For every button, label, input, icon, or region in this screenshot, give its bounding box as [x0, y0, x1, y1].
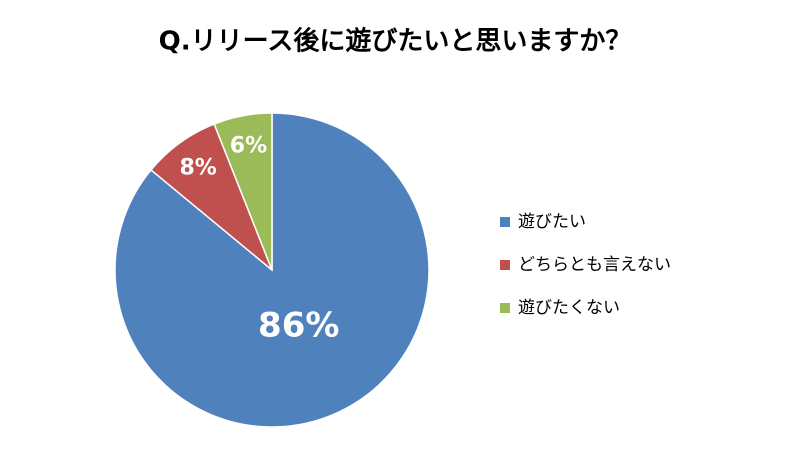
legend-swatch	[500, 303, 510, 313]
pie-slice	[213, 112, 273, 271]
legend-swatch	[500, 260, 510, 270]
data-label: 8%	[179, 155, 216, 180]
chart-title: Q.リリース後に遊びたいと思いますか？	[159, 26, 632, 57]
legend-label: どちらとも言えない	[518, 255, 671, 275]
data-label: 6%	[230, 134, 267, 159]
data-label: 86%	[258, 305, 339, 345]
legend-swatch	[500, 217, 510, 227]
legend-label: 遊びたくない	[518, 298, 620, 318]
legend-label: 遊びたい	[518, 212, 586, 232]
